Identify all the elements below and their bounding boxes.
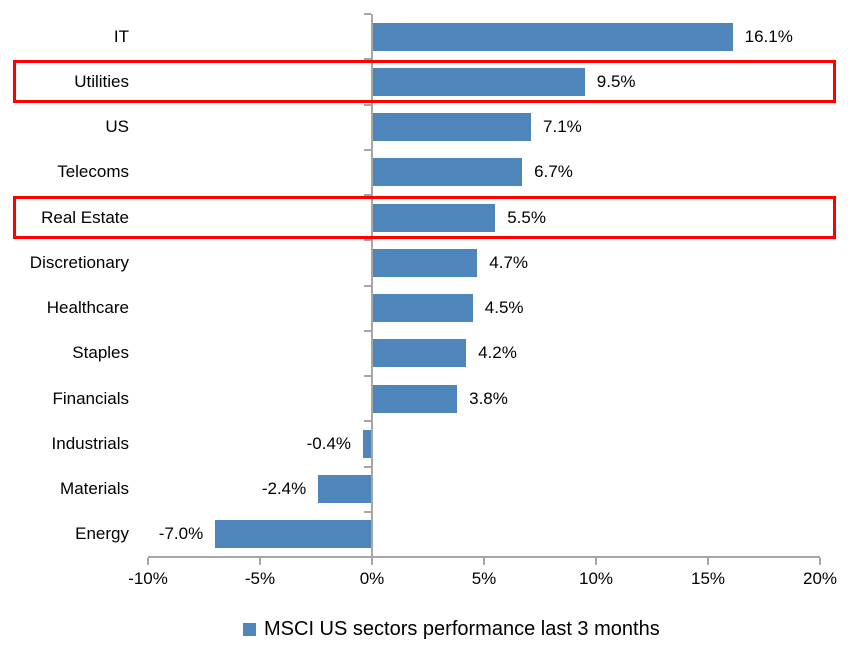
x-axis-tick: [483, 558, 485, 565]
bar: [372, 248, 478, 277]
x-axis-tick: [707, 558, 709, 565]
category-axis-tick: [364, 284, 371, 287]
zero-axis-line: [371, 14, 373, 565]
data-label: -7.0%: [158, 524, 204, 544]
category-label: IT: [113, 26, 129, 46]
category-axis-tick: [364, 420, 371, 423]
highlight-box: [13, 60, 836, 104]
x-axis-tick: [147, 558, 149, 565]
x-axis-tick: [819, 558, 821, 565]
category-axis-tick: [364, 13, 371, 15]
bar: [372, 384, 458, 413]
bar: [372, 22, 733, 51]
bar: [372, 203, 496, 232]
data-label: 16.1%: [744, 26, 793, 46]
x-axis-tick: [259, 558, 261, 565]
x-axis-tick-label: -5%: [244, 569, 276, 588]
category-axis-tick: [364, 239, 371, 242]
x-axis-line: [148, 556, 820, 558]
category-axis-tick: [364, 148, 371, 151]
x-axis-tick-label: 10%: [578, 569, 614, 588]
category-axis-tick: [364, 329, 371, 332]
data-label: 6.7%: [534, 162, 573, 182]
legend-label: MSCI US sectors performance last 3 month…: [264, 618, 660, 640]
category-label: Staples: [72, 343, 129, 363]
x-axis-tick-label: 20%: [802, 569, 838, 588]
data-label: 4.2%: [478, 343, 517, 363]
data-label: 5.5%: [507, 207, 546, 227]
category-label: Discretionary: [29, 252, 129, 272]
category-axis-tick: [364, 510, 371, 513]
x-axis-tick-label: 5%: [471, 569, 497, 588]
bar: [372, 113, 532, 142]
highlight-box: [13, 196, 836, 240]
data-label: 4.7%: [489, 252, 529, 272]
bar: [372, 158, 523, 187]
x-axis-tick: [371, 558, 373, 565]
category-label: Industrials: [51, 433, 129, 453]
category-label: Real Estate: [41, 207, 129, 227]
bar: [318, 475, 372, 504]
x-axis-tick: [595, 558, 597, 565]
data-label: 7.1%: [543, 117, 582, 137]
bar: [372, 339, 467, 368]
bar: [215, 520, 372, 549]
data-label: 4.5%: [484, 298, 524, 318]
category-axis-tick: [364, 103, 371, 106]
category-label: Financials: [52, 388, 129, 408]
category-label: US: [105, 117, 129, 137]
data-label: -2.4%: [261, 479, 307, 499]
category-axis-tick: [364, 375, 371, 377]
category-axis-tick: [364, 465, 371, 468]
x-axis-tick-label: 15%: [690, 569, 726, 588]
category-label: Utilities: [74, 71, 129, 91]
x-axis-tick-label: 0%: [359, 569, 385, 588]
bar: [363, 429, 372, 458]
data-label: -0.4%: [306, 433, 352, 453]
category-label: Telecoms: [57, 162, 129, 182]
data-label: 3.8%: [469, 388, 508, 408]
legend: MSCI US sectors performance last 3 month…: [243, 615, 660, 643]
category-label: Healthcare: [46, 298, 129, 318]
category-label: Materials: [60, 479, 129, 499]
x-axis-tick-label: -10%: [128, 569, 168, 588]
legend-square-icon: [243, 622, 256, 636]
bar: [372, 294, 473, 323]
category-label: Energy: [75, 524, 129, 544]
category-axis-tick: [364, 58, 371, 61]
bar: [372, 67, 585, 96]
category-axis-tick: [364, 194, 371, 196]
data-label: 9.5%: [596, 71, 636, 91]
